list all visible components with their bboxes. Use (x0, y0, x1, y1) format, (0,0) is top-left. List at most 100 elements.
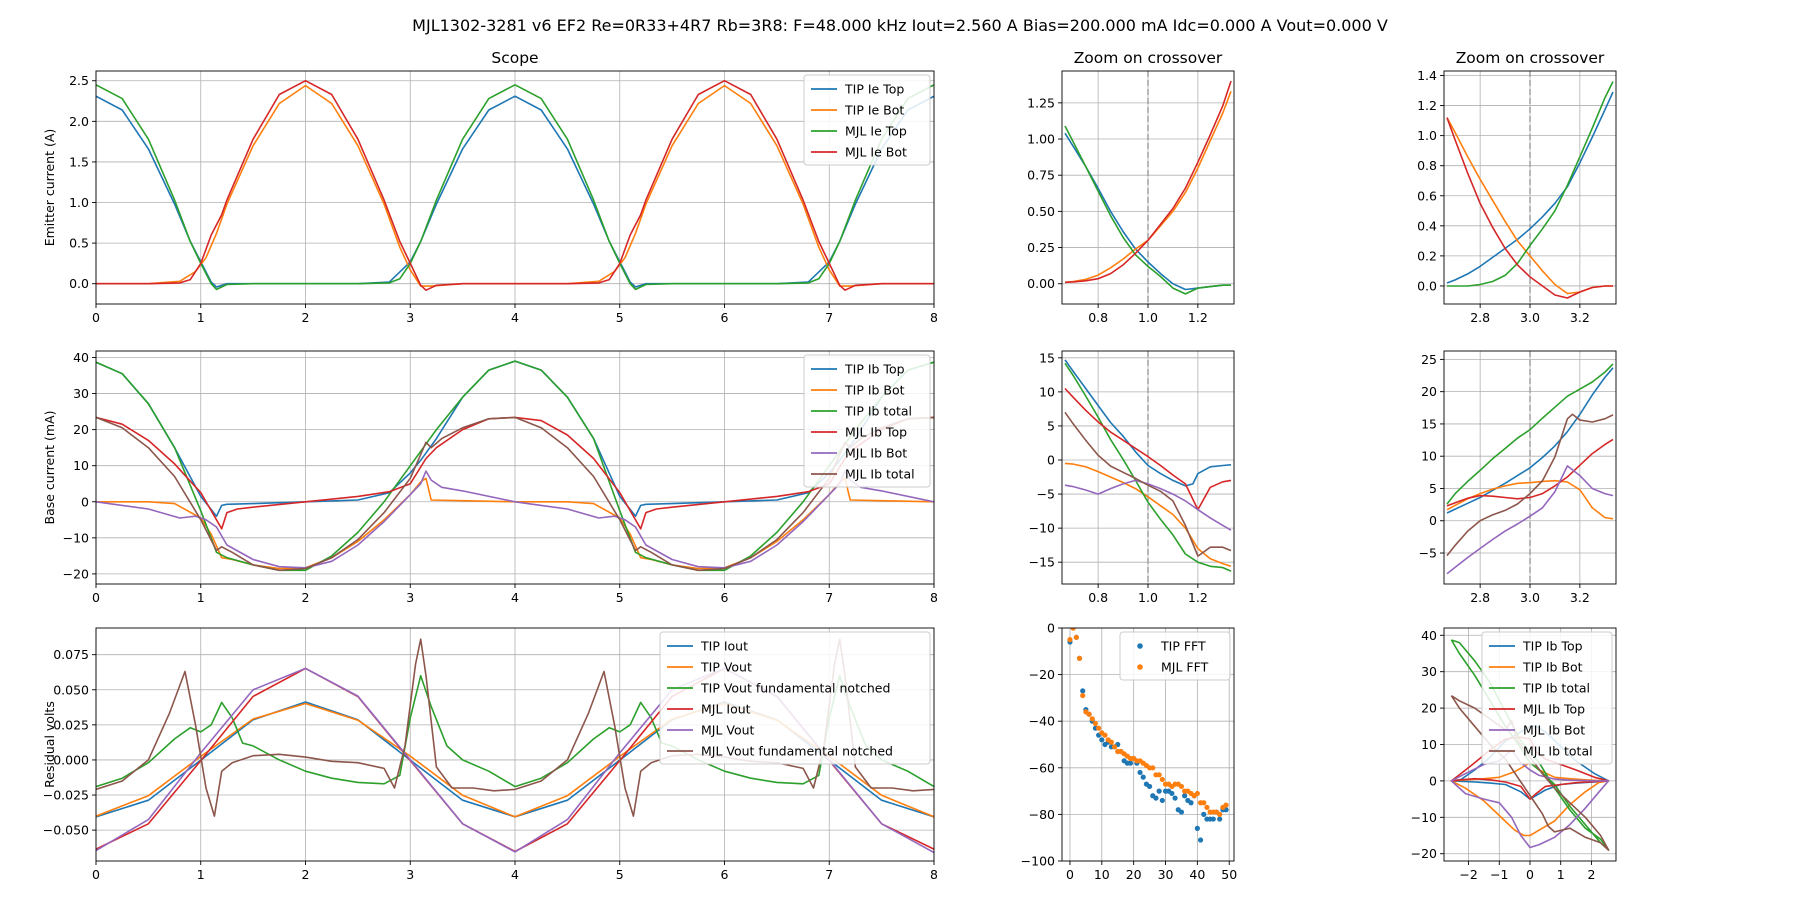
series-line-mjl-ib-total (96, 416, 934, 572)
y-tick-label: −20 (1411, 846, 1437, 861)
x-tick-label: 1.0 (1138, 590, 1158, 605)
data-point-mjl-fft (1108, 739, 1114, 745)
chart-base-zoom1: 0.8 1.0 1.2 −15 −10 −5 0 5 10 15 (1029, 350, 1235, 605)
data-point-tip-fft (1127, 760, 1134, 766)
axes-title: Zoom on crossover (1456, 49, 1605, 67)
x-tick-label: −2 (1459, 867, 1477, 882)
y-tick-label: 0.075 (53, 647, 89, 662)
x-tick-label: 0 (1066, 867, 1074, 882)
y-tick-label: −60 (1029, 760, 1055, 775)
y-tick-label: 2.5 (69, 73, 89, 88)
x-tick-label: 0.8 (1088, 310, 1108, 325)
axes-frame (1061, 627, 1235, 862)
series-group (1064, 359, 1232, 572)
x-tick-label: 7 (825, 310, 833, 325)
chart-emitter-scope: 0 1 2 3 4 5 6 7 8 0.0 0.5 1.0 1.5 2.0 2.5 Scope Emitter … (42, 49, 938, 325)
x-tick-label: 0.8 (1088, 590, 1108, 605)
x-tick-label: 3 (406, 310, 414, 325)
x-tick-label: 3.2 (1570, 590, 1590, 605)
x-tick-label: 40 (1189, 867, 1205, 882)
series-line-mjl-ib-total (1446, 413, 1614, 557)
data-point-tip-fft (1201, 811, 1207, 818)
x-tick-label: 0 (92, 310, 100, 325)
series-line-tip-ib-top (1446, 367, 1614, 514)
y-tick-label: −20 (63, 566, 89, 581)
x-tick-label: 5 (616, 867, 624, 882)
legend: TIP FFT MJL FFT (1119, 631, 1231, 681)
legend-label: TIP Ib total (1522, 681, 1590, 696)
legend-label: MJL Ie Top (845, 124, 907, 139)
legend-label: MJL Ib total (845, 467, 915, 482)
series-line-mjl-ib-bot (96, 470, 934, 569)
x-tick-label: 0 (92, 590, 100, 605)
chart-base-scope: 0 1 2 3 4 5 6 7 8 −20 −10 0 10 20 30 40 Base current (mA… (42, 350, 938, 605)
y-tick-label: 0.5 (69, 236, 89, 251)
x-tick-label: 5 (616, 310, 624, 325)
data-point-mjl-fft (1217, 811, 1223, 818)
x-tick-label: 6 (721, 590, 729, 605)
y-tick-label: 0.8 (1417, 158, 1437, 173)
x-tick-label: 1.2 (1188, 590, 1208, 605)
x-tick-label: −1 (1490, 867, 1508, 882)
data-point-mjl-fft (1223, 802, 1229, 808)
data-point-mjl-fft (1156, 772, 1162, 778)
data-point-mjl-fft (1102, 732, 1108, 738)
series-group (1067, 628, 1229, 843)
series-line-tip-ib-total (1446, 363, 1614, 505)
x-tick-label: 30 (1158, 867, 1174, 882)
data-point-mjl-fft (1159, 776, 1165, 783)
y-tick-label: 10 (1421, 449, 1437, 464)
x-tick-label: 7 (825, 867, 833, 882)
data-point-mjl-fft (1067, 637, 1073, 643)
y-tick-label: 30 (73, 386, 89, 401)
y-tick-label: 20 (1421, 384, 1437, 399)
x-tick-label: 1 (1557, 867, 1565, 882)
y-axis-label: Base current (mA) (42, 411, 57, 525)
y-tick-label: −40 (1029, 714, 1055, 729)
y-tick-label: 1.5 (69, 154, 89, 169)
y-tick-label: 1.0 (1417, 128, 1437, 143)
series-line-tip-ib-total (96, 360, 934, 572)
series-line-mjl-ib-bot (1446, 465, 1614, 575)
legend-label: TIP Ie Top (844, 82, 904, 97)
y-tick-label: −10 (1411, 810, 1437, 825)
x-tick-label: 1.0 (1138, 310, 1158, 325)
y-tick-label: 1.2 (1417, 98, 1437, 113)
legend-label: MJL Ib Top (1523, 702, 1585, 717)
y-tick-label: 1.0 (69, 195, 89, 210)
x-tick-label: 8 (930, 310, 938, 325)
y-tick-label: 5 (1429, 481, 1437, 496)
plot-area: 0 1 2 3 4 5 6 7 8 0.0 0.5 1.0 1.5 2.0 2.5 Scope Emitter … (42, 49, 1617, 882)
legend-label: MJL Iout (701, 702, 751, 717)
y-tick-label: 0.050 (53, 682, 89, 697)
y-tick-label: 0.0 (1417, 278, 1437, 293)
y-tick-label: 2.0 (69, 114, 89, 129)
x-tick-label: 8 (930, 590, 938, 605)
series-line-mjl-ie-bot (1064, 80, 1232, 284)
legend-box (659, 631, 931, 765)
data-point-tip-fft (1099, 737, 1105, 743)
y-tick-label: −0.050 (43, 823, 89, 838)
data-point-mjl-fft (1111, 744, 1118, 750)
data-point-tip-fft (1080, 688, 1086, 694)
data-point-tip-fft (1197, 837, 1204, 843)
x-tick-label: 10 (1094, 867, 1110, 882)
axes-title: Zoom on crossover (1074, 49, 1223, 67)
legend: TIP Ib Top TIP Ib Bot TIP Ib total MJL Ib T… (803, 354, 931, 488)
x-tick-label: 0 (1526, 867, 1534, 882)
data-point-mjl-fft (1178, 783, 1185, 790)
data-point-mjl-fft (1080, 692, 1086, 699)
y-tick-label: 0.025 (53, 717, 89, 732)
legend-label: TIP Ib Bot (844, 383, 905, 398)
data-point-tip-fft (1146, 783, 1153, 790)
y-tick-label: 0.50 (1027, 204, 1055, 219)
series-line-mjl-ie-bot (1446, 117, 1613, 299)
data-point-tip-fft (1156, 788, 1162, 794)
chart-emitter-zoom2: 2.8 3.0 3.2 0.0 0.2 0.4 0.6 0.8 1.0 1.2 1.4 Zoom on… (1417, 49, 1617, 325)
legend-label: MJL FFT (1161, 660, 1209, 675)
y-tick-label: 0 (81, 494, 89, 509)
legend-label: TIP Vout fundamental notched (700, 681, 890, 696)
series-line-tip-ib-bot (1064, 462, 1232, 568)
